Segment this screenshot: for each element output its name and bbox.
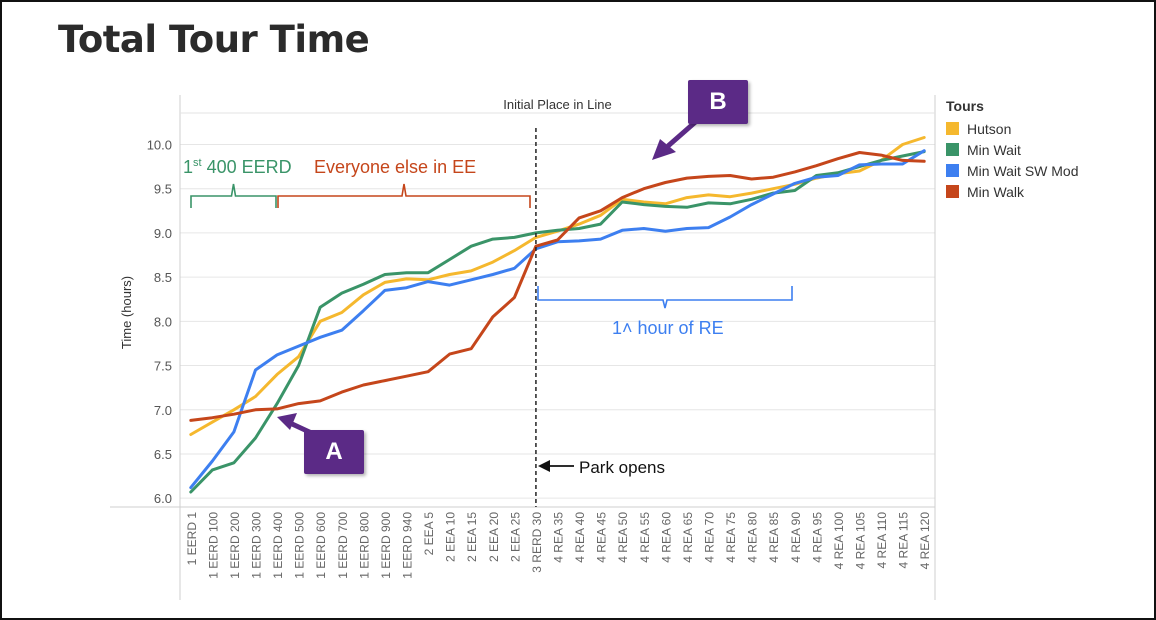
x-tick-label: 4 REA 35	[552, 512, 566, 563]
series-line-min-wait	[189, 150, 926, 494]
callout-b: B	[688, 80, 748, 124]
park-opens-label: Park opens	[579, 458, 665, 477]
chart-annotations: Park opens 1st 400 EERD Everyone else in E…	[183, 116, 793, 507]
x-tick-label: 4 REA 115	[897, 512, 911, 569]
series-line-hutson	[189, 136, 926, 436]
y-tick-label: 7.5	[154, 359, 172, 374]
x-tick-label: 1 EERD 600	[314, 512, 328, 579]
legend-item: Min Wait SW Mod	[946, 160, 1079, 181]
y-tick-label: 8.0	[154, 314, 172, 329]
brace-first-hour-re	[537, 286, 793, 309]
chart-legend: Tours Hutson Min Wait Min Wait SW Mod Min W…	[946, 98, 1079, 202]
brace-first-400-eerd	[190, 183, 277, 208]
page-title: Total Tour Time	[58, 18, 370, 61]
y-tick-label: 9.0	[154, 226, 172, 241]
x-tick-label: 1 EERD 500	[293, 512, 307, 579]
re-label: 1˄ hour of RE	[612, 318, 724, 338]
y-tick-label: 6.5	[154, 447, 172, 462]
legend-label: Hutson	[967, 120, 1012, 137]
x-tick-label: 4 REA 40	[573, 512, 587, 563]
x-tick-label: 4 REA 120	[918, 512, 932, 570]
legend-label: Min Walk	[967, 183, 1025, 200]
x-tick-label: 4 REA 50	[616, 512, 630, 563]
x-tick-label: 4 REA 110	[875, 512, 889, 569]
ee-label: Everyone else in EE	[314, 157, 476, 177]
x-tick-label: 4 REA 45	[595, 512, 609, 563]
legend-swatch	[946, 185, 959, 198]
legend-label: Min Wait	[967, 141, 1021, 158]
chart-axes: Initial Place in Line Time (hours)	[110, 95, 936, 600]
top-axis-label: Initial Place in Line	[503, 97, 611, 112]
x-tick-label: 2 EEA 25	[508, 512, 522, 562]
callout-a: A	[304, 430, 364, 474]
x-tick-label: 1 EERD 200	[228, 512, 242, 579]
x-tick-label: 2 EEA 15	[465, 512, 479, 562]
y-tick-label: 7.0	[154, 403, 172, 418]
x-tick-label: 3 RERD 30	[530, 512, 544, 573]
x-tick-label: 4 REA 90	[789, 512, 803, 563]
series-line-min-walk	[189, 151, 926, 422]
x-tick-label: 4 REA 65	[681, 512, 695, 563]
series-line-min-wait-sw-mod	[189, 149, 926, 490]
chart-series	[189, 136, 926, 494]
x-tick-label: 4 REA 75	[724, 512, 738, 563]
legend-item: Min Walk	[946, 181, 1079, 202]
legend-title: Tours	[946, 98, 984, 114]
legend-swatch	[946, 143, 959, 156]
eerd-label: 1st 400 EERD	[183, 157, 292, 177]
x-tick-label: 1 EERD 300	[250, 512, 264, 579]
legend-swatch	[946, 164, 959, 177]
x-tick-label: 4 REA 55	[638, 512, 652, 563]
legend-label: Min Wait SW Mod	[967, 162, 1079, 179]
y-tick-label: 10.0	[147, 138, 172, 153]
chart-grid	[180, 144, 935, 499]
x-tick-label: 4 REA 95	[810, 512, 824, 563]
x-tick-label: 2 EEA 20	[487, 512, 501, 562]
x-tick-label: 4 REA 80	[746, 512, 760, 563]
x-tick-label: 1 EERD 400	[271, 512, 285, 579]
x-tick-labels: 1 EERD 1 1 EERD 100 1 EERD 200 1 EERD 300 1 …	[185, 512, 932, 579]
y-axis-label: Time (hours)	[119, 276, 134, 349]
x-tick-label: 1 EERD 900	[379, 512, 393, 579]
x-tick-label: 4 REA 85	[767, 512, 781, 563]
legend-item: Hutson	[946, 118, 1079, 139]
x-tick-label: 1 EERD 1	[185, 512, 199, 566]
y-tick-label: 6.0	[154, 491, 172, 506]
x-tick-label: 2 EEA 10	[444, 512, 458, 562]
x-tick-label: 4 REA 100	[832, 512, 846, 570]
legend-item: Min Wait	[946, 139, 1079, 160]
x-tick-label: 1 EERD 700	[336, 512, 350, 579]
x-tick-label: 2 EEA 5	[422, 512, 436, 556]
callout-a-arrow-head	[277, 413, 297, 430]
y-tick-labels: 6.0 6.5 7.0 7.5 8.0 8.5 9.0 9.5 10.0	[147, 138, 172, 507]
y-tick-label: 9.5	[154, 182, 172, 197]
x-tick-label: 1 EERD 940	[401, 512, 415, 579]
brace-everyone-else-ee	[277, 183, 531, 208]
park-opens-arrow-head	[538, 460, 550, 472]
x-tick-label: 1 EERD 800	[357, 512, 371, 579]
x-tick-label: 4 REA 70	[703, 512, 717, 563]
legend-swatch	[946, 122, 959, 135]
x-tick-label: 4 REA 105	[854, 512, 868, 570]
x-tick-label: 4 REA 60	[659, 512, 673, 563]
callout-b-arrow-head	[652, 139, 676, 160]
x-tick-label: 1 EERD 100	[206, 512, 220, 579]
y-tick-label: 8.5	[154, 270, 172, 285]
